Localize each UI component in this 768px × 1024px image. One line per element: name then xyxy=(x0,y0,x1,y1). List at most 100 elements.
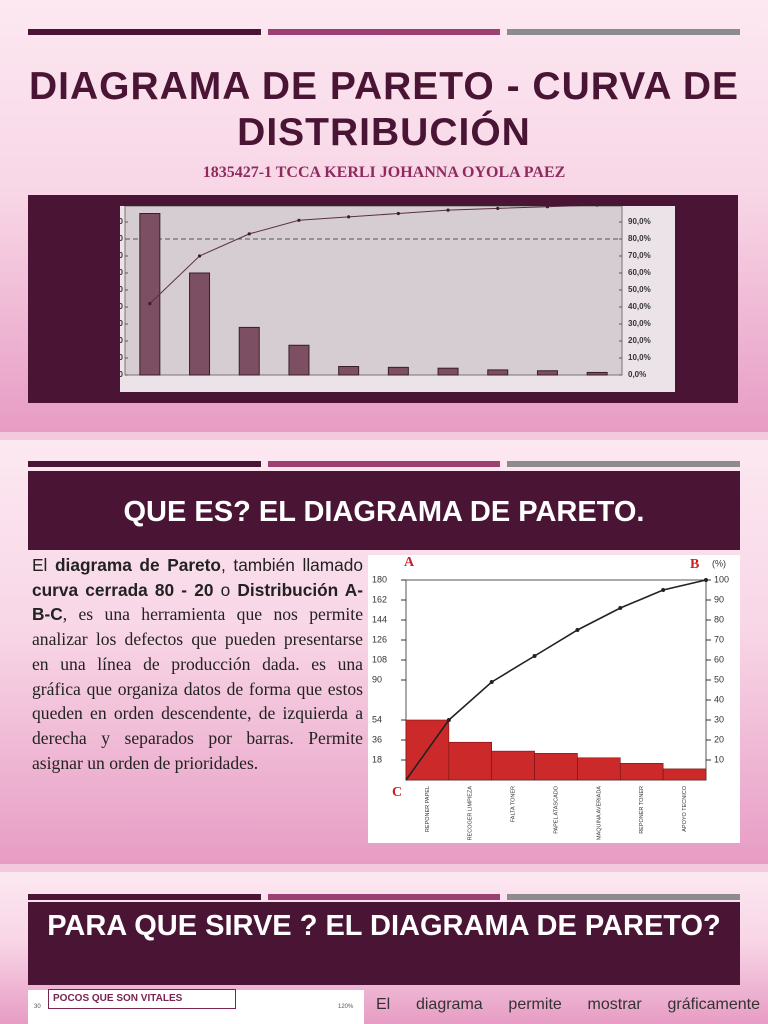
bar xyxy=(288,344,310,376)
x-tick-label: MAQUINA AVERIADA xyxy=(596,786,602,840)
cumulative-point xyxy=(396,211,400,216)
bar xyxy=(487,369,509,376)
y-tick-label: 180 xyxy=(372,574,387,584)
y-tick-label: 126 xyxy=(372,634,387,644)
text: , es una herramienta que nos permite ana… xyxy=(32,604,363,773)
y-tick-label: 100 xyxy=(120,285,124,294)
corner-label: A xyxy=(404,555,415,570)
x-tick-label: RECOGER LIMPIEZA xyxy=(468,786,474,841)
y2-tick-label: 70 xyxy=(714,634,724,644)
y2-tick-label: 70,0% xyxy=(628,251,651,260)
x-tick-label: APOYO TECNICO xyxy=(682,785,688,831)
x-tick-label: PAPEL ATASCADO xyxy=(553,785,559,834)
y-tick-label: 60 xyxy=(120,319,124,328)
x-tick-label: FALTA TONER xyxy=(511,786,517,822)
bar xyxy=(448,741,493,781)
cumulative-point xyxy=(545,206,550,209)
slide-3: PARA QUE SIRVE ? EL DIAGRAMA DE PARETO? … xyxy=(0,872,768,1024)
rule xyxy=(507,461,740,467)
corner-label: C xyxy=(392,785,402,800)
rule xyxy=(28,894,261,900)
heading-box xyxy=(28,471,740,550)
y2-tick-label: 30 xyxy=(714,714,724,724)
text: , también llamado xyxy=(220,555,363,575)
heading: QUE ES? EL DIAGRAMA DE PARETO. xyxy=(123,496,645,528)
bar xyxy=(619,763,664,781)
y2-tick-label: 20,0% xyxy=(628,336,651,345)
y2-tick-label: 10 xyxy=(714,754,724,764)
cumulative-point xyxy=(148,302,152,306)
rule xyxy=(28,29,261,35)
y2-tick-label: 60,0% xyxy=(628,268,651,277)
rule xyxy=(507,29,740,35)
cumulative-point xyxy=(446,718,451,722)
y-tick-label: 160 xyxy=(120,234,124,243)
corner-label: B xyxy=(690,557,699,572)
bar xyxy=(577,757,621,781)
y-tick-label: 90 xyxy=(372,674,382,684)
y-tick-label: 120 xyxy=(120,268,124,277)
y-tick-label: 162 xyxy=(372,594,387,604)
inset-label: POCOS QUE SON VITALES xyxy=(48,989,236,1009)
y2-tick-label: 30,0% xyxy=(628,319,651,328)
cumulative-point xyxy=(347,215,351,219)
cumulative-point xyxy=(704,578,708,582)
cumulative-point xyxy=(489,680,494,684)
bar xyxy=(534,753,578,781)
cumulative-point xyxy=(297,218,301,222)
x-tick-label: REPONER TONER xyxy=(639,786,645,834)
y2-tick-label: 50 xyxy=(714,674,724,684)
bar xyxy=(491,750,535,781)
y-tick-label: 140 xyxy=(120,251,124,260)
bold-text: diagrama de Pareto xyxy=(54,555,221,575)
inset-tick: 120% xyxy=(338,1004,354,1010)
text: El xyxy=(32,555,55,575)
bar xyxy=(437,367,459,376)
y-tick-label: 180 xyxy=(120,217,124,226)
text: o xyxy=(213,579,238,600)
y-tick-label: 144 xyxy=(372,614,387,624)
cumulative-point xyxy=(496,206,500,210)
y2-tick-label: 20 xyxy=(714,734,724,744)
bar xyxy=(338,366,360,376)
cumulative-start xyxy=(405,719,450,781)
bar xyxy=(586,371,608,376)
bar xyxy=(536,370,558,376)
y2-tick-label: 10,0% xyxy=(628,353,651,362)
y2-tick-label: 0,0% xyxy=(628,370,646,379)
bold-text: curva cerrada 80 - 20 xyxy=(32,579,214,600)
rule xyxy=(268,461,500,467)
cumulative-point xyxy=(532,654,537,658)
cumulative-line xyxy=(149,206,583,304)
bar xyxy=(189,272,211,376)
paragraph: El diagrama de Pareto, también llamado c… xyxy=(32,553,363,775)
bar xyxy=(139,213,161,376)
y-tick-label: 54 xyxy=(372,714,382,724)
cumulative-point xyxy=(595,206,599,207)
inset-tick: 30 xyxy=(34,1004,41,1010)
cumulative-point xyxy=(197,254,202,258)
cumulative-point xyxy=(661,588,666,592)
y-tick-label: 18 xyxy=(372,754,382,764)
paragraph: El diagrama permite mostrar gráficamente xyxy=(376,996,760,1013)
bold-text: Distribución A-B-C xyxy=(32,579,363,625)
y2-tick-label: 40 xyxy=(714,694,724,704)
slide-1: DIAGRAMA DE PARETO - CURVA DE DISTRIBUCI… xyxy=(0,0,768,432)
subtitle: 1835427-1 TCCA KERLI JOHANNA OYOLA PAEZ xyxy=(202,164,566,181)
chart: 18 36 54 90 108 126 144 162 180 10 20 30 40 50 60 70 80 9… xyxy=(368,555,740,843)
y2-tick-label: 80 xyxy=(714,614,724,624)
bar xyxy=(238,326,260,376)
cumulative-point xyxy=(618,606,623,610)
heading-box xyxy=(28,902,740,985)
rule xyxy=(268,894,500,900)
rule xyxy=(268,29,500,35)
y2-tick-label: 90,0% xyxy=(628,217,651,226)
y-tick-label: 108 xyxy=(372,654,387,664)
y2-tick-label: 40,0% xyxy=(628,302,651,311)
rule xyxy=(28,461,261,467)
y-tick-label: 40 xyxy=(120,336,124,345)
y-tick-label: 20 xyxy=(120,353,124,362)
y2-tick-label: 90 xyxy=(714,594,724,604)
y2-tick-label: 60 xyxy=(714,654,724,664)
x-tick-label: REPONER PAPEL xyxy=(425,786,431,832)
